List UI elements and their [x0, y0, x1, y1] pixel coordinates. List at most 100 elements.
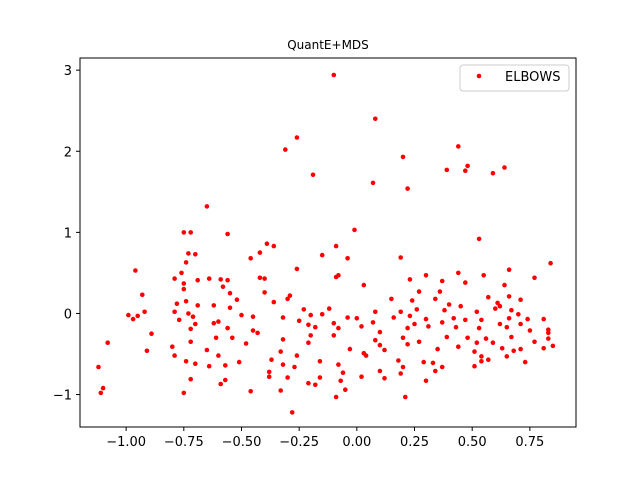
data-point — [243, 341, 249, 346]
data-point — [262, 276, 267, 281]
data-point — [142, 309, 147, 315]
data-point — [126, 312, 131, 318]
data-point — [416, 289, 422, 294]
data-point — [294, 135, 300, 140]
data-point — [382, 376, 387, 381]
data-point — [435, 346, 440, 352]
data-point — [499, 346, 505, 351]
data-point — [463, 280, 468, 285]
data-point — [283, 147, 288, 152]
data-point — [463, 317, 468, 323]
data-point — [439, 320, 445, 325]
data-point — [340, 370, 346, 376]
data-point — [183, 299, 189, 304]
data-point — [181, 230, 187, 235]
data-point — [225, 325, 230, 331]
y-tick-label: 1 — [64, 226, 72, 241]
data-point — [423, 273, 429, 278]
data-point — [511, 348, 516, 354]
data-point — [490, 170, 496, 176]
data-point — [319, 252, 325, 258]
data-point — [506, 267, 512, 273]
data-point — [377, 368, 383, 374]
data-point — [188, 230, 193, 235]
data-point — [227, 290, 233, 296]
data-point — [181, 390, 187, 396]
data-point — [266, 369, 272, 375]
data-point — [179, 270, 184, 276]
data-point — [481, 273, 487, 278]
data-point — [479, 359, 484, 364]
data-point — [476, 325, 482, 331]
data-point — [186, 311, 191, 316]
data-point — [172, 276, 177, 281]
x-tick-label: −0.25 — [279, 435, 319, 450]
y-tick-label: −1 — [53, 389, 72, 404]
data-point — [359, 374, 364, 380]
data-point — [442, 307, 447, 313]
data-point — [474, 340, 480, 346]
data-point — [472, 363, 477, 369]
data-point — [389, 296, 394, 302]
data-point — [333, 274, 339, 280]
data-point — [331, 72, 337, 78]
data-point — [287, 293, 293, 298]
data-point — [326, 306, 332, 311]
data-point — [257, 275, 263, 281]
data-point — [474, 309, 480, 315]
data-point — [310, 172, 316, 178]
data-point — [409, 298, 415, 303]
data-point — [398, 371, 404, 376]
data-point — [518, 346, 523, 352]
data-point — [486, 357, 491, 363]
data-point — [204, 347, 210, 353]
data-point — [211, 320, 217, 326]
data-point — [216, 319, 221, 324]
data-point — [96, 364, 101, 370]
data-point — [176, 317, 182, 323]
data-point — [289, 410, 295, 415]
data-point — [193, 321, 198, 327]
data-point — [195, 277, 200, 283]
data-point — [506, 316, 512, 321]
data-point — [479, 317, 484, 323]
data-point — [183, 359, 189, 364]
data-point — [541, 346, 546, 351]
data-point — [456, 344, 461, 350]
data-point — [306, 340, 311, 346]
y-tick-label: 2 — [64, 145, 72, 160]
data-point — [497, 303, 503, 309]
data-point — [405, 325, 410, 331]
data-point — [465, 335, 470, 341]
data-point — [336, 362, 341, 367]
data-point — [206, 276, 212, 281]
data-point — [416, 339, 422, 345]
data-point — [532, 339, 537, 345]
data-point — [306, 322, 311, 328]
data-point — [313, 382, 318, 388]
x-tick-label: 0.75 — [515, 435, 544, 450]
data-point — [451, 316, 457, 321]
data-point — [354, 316, 360, 321]
data-point — [405, 342, 410, 347]
x-tick-label: 0.00 — [342, 435, 371, 450]
data-point — [548, 260, 553, 266]
data-point — [444, 167, 450, 173]
data-point — [509, 334, 514, 340]
data-point — [248, 255, 253, 261]
data-point — [343, 387, 348, 393]
data-point — [407, 313, 413, 319]
data-point — [437, 289, 443, 294]
data-point — [248, 389, 253, 394]
x-axis: −1.00 −0.75 −0.50 −0.25 0.00 0.25 0.50 0.75 — [106, 427, 544, 450]
data-point — [135, 313, 140, 319]
data-point — [236, 359, 242, 365]
data-point — [532, 275, 537, 281]
data-point — [414, 307, 420, 312]
data-point — [216, 353, 221, 358]
data-point — [347, 346, 353, 352]
x-tick-label: −0.50 — [222, 435, 262, 450]
data-point — [407, 277, 413, 282]
data-point — [308, 333, 314, 338]
data-point — [255, 330, 260, 336]
